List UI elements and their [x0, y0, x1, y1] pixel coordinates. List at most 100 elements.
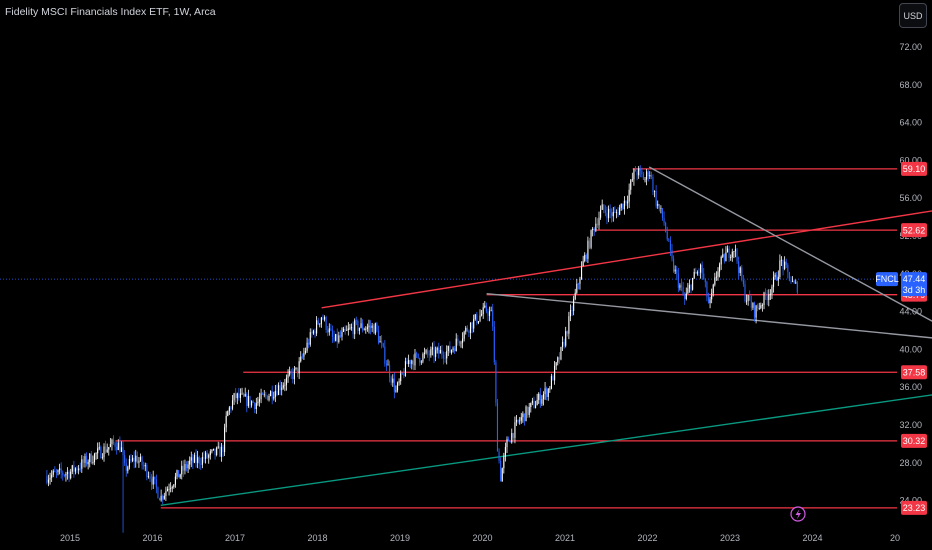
candle-body — [563, 341, 565, 346]
candle-body — [284, 384, 286, 386]
candle-body — [709, 299, 711, 304]
candle-body — [520, 417, 522, 421]
candle-body — [298, 361, 300, 374]
candle-body — [285, 377, 288, 385]
lightning-icon[interactable] — [790, 506, 806, 522]
candle-body — [558, 357, 560, 360]
candle-body — [225, 415, 227, 428]
candle-body — [455, 338, 457, 352]
currency-button[interactable]: USD — [899, 3, 927, 28]
price-tag-label: 59.10 — [903, 164, 926, 174]
candle-body — [427, 350, 429, 354]
candle-body — [755, 305, 757, 318]
candle-body — [170, 488, 172, 490]
candle-body — [398, 381, 400, 383]
candle-body — [227, 411, 229, 416]
candle-body — [595, 223, 597, 231]
candle-body — [396, 382, 399, 391]
candle-body — [331, 330, 334, 337]
candle-body — [411, 360, 413, 364]
candle-body — [146, 465, 148, 477]
candle-body — [680, 285, 683, 288]
trend-lines — [160, 166, 932, 507]
candle-body — [560, 346, 562, 360]
candle-body — [607, 208, 610, 219]
candle-body — [790, 280, 792, 282]
price-tag — [901, 161, 927, 176]
candle-body — [76, 468, 78, 471]
candle-body — [568, 316, 570, 334]
candle-body — [522, 413, 524, 418]
candle-body — [327, 330, 329, 333]
candle-body — [474, 314, 476, 320]
candle-body — [197, 457, 199, 463]
candle-body — [200, 463, 202, 465]
candle-body — [168, 488, 170, 490]
candle-body — [195, 455, 197, 463]
candle-body — [463, 331, 465, 339]
candle-body — [530, 402, 532, 408]
candle-body — [217, 446, 219, 448]
candle-body — [636, 171, 638, 176]
candle-body — [744, 284, 746, 302]
candle-body — [504, 447, 506, 457]
price-tag — [901, 500, 927, 515]
candle-body — [209, 451, 211, 456]
candle-body — [665, 222, 667, 232]
candle-body — [677, 273, 679, 288]
candle-body — [688, 284, 691, 289]
candle-body — [162, 495, 164, 500]
candle-body — [247, 396, 249, 407]
candle-body — [469, 322, 472, 333]
candle-body — [760, 305, 762, 309]
candle-body — [368, 325, 370, 328]
candle-body — [270, 391, 272, 396]
candle-body — [198, 457, 200, 464]
candle-body — [769, 293, 771, 295]
candle-body — [304, 350, 307, 353]
candle-body — [758, 308, 760, 309]
candle-body — [452, 348, 454, 350]
candle-body — [638, 168, 640, 176]
candle-body — [749, 295, 751, 301]
candle-body — [312, 330, 314, 334]
candle-body — [444, 358, 446, 360]
candle-body — [655, 191, 657, 206]
candle-body — [265, 394, 267, 396]
candle-body — [736, 249, 738, 262]
candle-body — [241, 393, 243, 395]
candle-body — [120, 447, 123, 452]
candle-body — [147, 476, 149, 478]
candle-body — [414, 353, 416, 366]
candle-body — [620, 203, 622, 208]
candle-body — [498, 451, 500, 461]
candle-body — [187, 464, 189, 469]
candle-body — [634, 169, 637, 172]
candle-body — [403, 373, 405, 376]
candle-body — [319, 323, 321, 325]
chart-title: Fidelity MSCI Financials Index ETF, 1W, … — [5, 6, 216, 18]
candle-body — [420, 361, 422, 363]
candle-body — [731, 251, 733, 258]
candle-body — [157, 487, 159, 499]
candle-body — [566, 331, 568, 334]
candle-body — [536, 399, 538, 406]
candle-body — [220, 446, 222, 457]
candle-body — [725, 252, 727, 262]
candle-body — [233, 393, 235, 401]
candle-body — [477, 321, 479, 324]
candle-body — [598, 217, 600, 226]
candle-body — [184, 463, 186, 471]
candle-body — [653, 191, 656, 192]
candle-body — [423, 352, 426, 354]
price-tag — [901, 365, 927, 380]
candle-body — [309, 332, 311, 345]
time-axis[interactable]: 2015 2016 2017 2018 2019 2020 2021 2022 2023 2024… — [60, 533, 900, 543]
candle-body — [290, 371, 292, 374]
candle-body — [471, 322, 473, 329]
candle-body — [271, 391, 273, 399]
candle-body — [511, 433, 513, 443]
candle-body — [68, 471, 70, 479]
candle-body — [596, 223, 598, 226]
